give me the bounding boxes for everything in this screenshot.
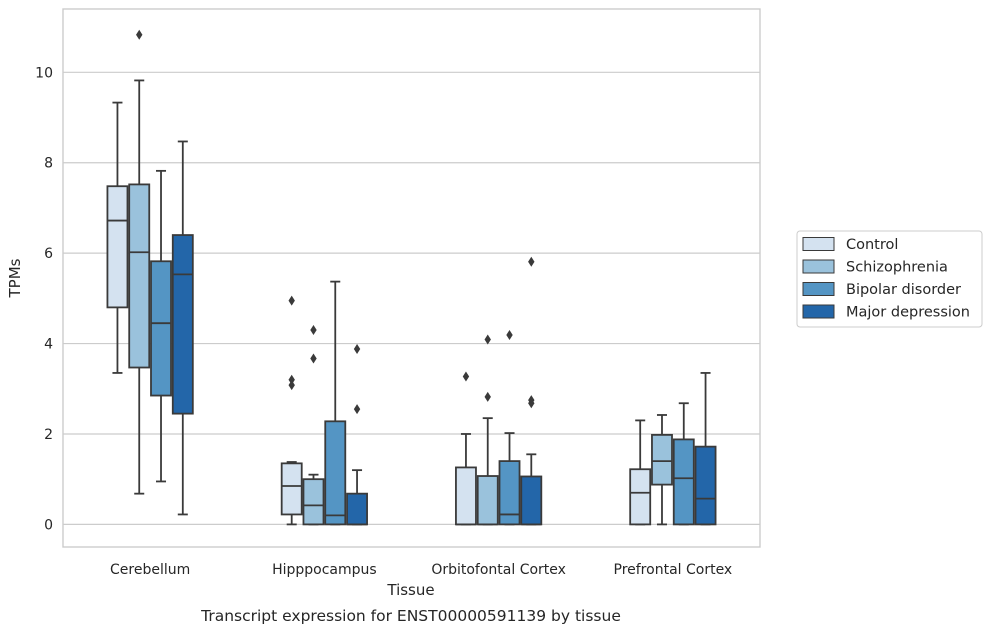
box-2-4: [346, 343, 368, 526]
box-iqr: [171, 234, 194, 415]
box-2-2: [302, 324, 325, 526]
box-2-1: [280, 295, 303, 526]
x-tick-label: Orbitofontal Cortex: [431, 562, 566, 578]
box-series: [106, 29, 717, 526]
box-3-4: [520, 256, 543, 526]
y-tick-label: 10: [35, 65, 53, 81]
box-iqr: [302, 478, 325, 526]
box-3-2: [476, 334, 499, 526]
y-tick-label: 8: [44, 156, 53, 172]
box-iqr: [455, 466, 477, 526]
legend-label: Major depression: [846, 305, 970, 321]
box-iqr: [520, 475, 543, 526]
box-4-4: [694, 372, 717, 526]
outlier-point: [528, 398, 535, 409]
box-iqr: [694, 445, 717, 526]
box-3-1: [455, 371, 477, 526]
y-tick-label: 4: [44, 337, 53, 353]
outlier-point: [484, 334, 491, 345]
box-1-1: [106, 101, 129, 374]
x-tick-label: Hipppocampus: [272, 562, 377, 578]
box-iqr: [672, 438, 695, 526]
box-iqr: [128, 183, 151, 369]
box-1-3: [150, 169, 172, 483]
y-tick-label: 6: [44, 246, 53, 262]
x-tick-labels: Cerebellum Hipppocampus Orbitofontal Corte…: [110, 562, 732, 578]
box-iqr: [106, 185, 129, 309]
box-iqr: [324, 420, 347, 526]
box-2-3: [324, 280, 347, 526]
outlier-point: [353, 343, 361, 354]
y-tick-labels: 0 2 4 6 8 10: [35, 65, 53, 533]
box-1-2: [128, 29, 151, 495]
box-3-3: [498, 329, 521, 526]
outlier-point: [310, 353, 317, 364]
legend-swatch: [802, 282, 835, 296]
x-tick-label: Prefrontal Cortex: [614, 562, 733, 578]
box-iqr: [280, 462, 303, 516]
x-axis-label: Tissue: [386, 581, 434, 599]
chart-caption: Transcript expression for ENST0000059113…: [200, 607, 621, 625]
outlier-point: [528, 256, 535, 267]
box-4-2: [651, 414, 673, 526]
box-4-1: [629, 419, 652, 526]
legend-label: Control: [846, 237, 898, 253]
legend-frame: [796, 230, 983, 328]
x-tick-label: Cerebellum: [110, 562, 190, 578]
legend-swatch: [802, 304, 835, 319]
outlier-point: [462, 371, 470, 382]
box-1-4: [171, 140, 194, 516]
box-iqr: [651, 433, 673, 486]
box-iqr: [150, 260, 172, 397]
outlier-point: [506, 329, 513, 340]
outlier-point: [288, 380, 295, 391]
outlier-point: [136, 29, 143, 40]
legend-label: Schizophrenia: [846, 260, 948, 276]
outlier-point: [353, 404, 361, 415]
box-4-3: [672, 402, 695, 526]
box-iqr: [476, 475, 499, 526]
outlier-point: [484, 391, 491, 402]
outlier-point: [310, 324, 317, 335]
outlier-point: [288, 295, 295, 306]
y-axis-label: TPMs: [6, 258, 24, 298]
legend-swatch: [802, 237, 835, 251]
y-tick-label: 0: [44, 517, 53, 533]
y-tick-label: 2: [44, 427, 53, 443]
plot-frame: [62, 8, 761, 548]
box-iqr: [629, 468, 652, 526]
outlier-point: [288, 374, 295, 385]
legend-swatch: [802, 259, 835, 274]
legend: Control Schizophrenia Bipolar disorder Majo…: [796, 230, 983, 328]
box-iqr: [346, 492, 368, 526]
box-iqr: [498, 460, 521, 526]
legend-label: Bipolar disorder: [846, 282, 961, 298]
